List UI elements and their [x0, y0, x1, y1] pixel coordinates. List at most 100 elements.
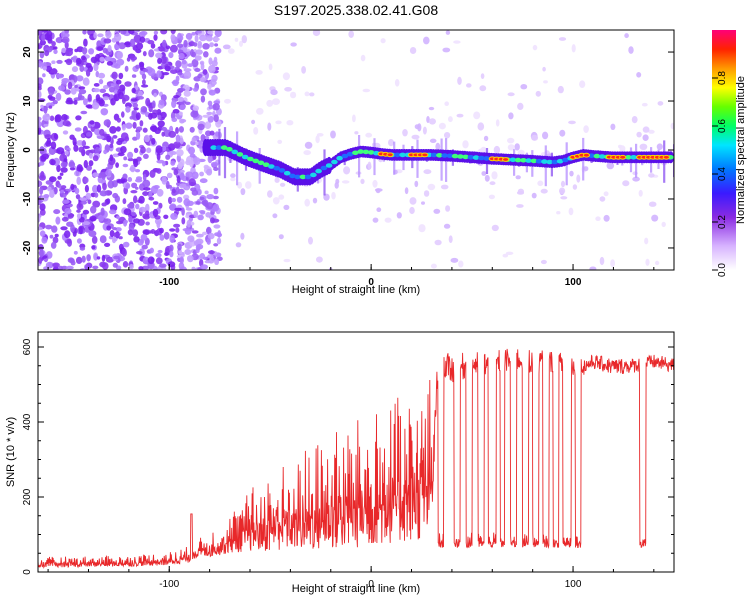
spectrogram-noise-point — [202, 256, 208, 260]
spectrogram-noise-point — [434, 239, 442, 246]
spectrogram-noise-point — [196, 243, 204, 250]
spectrogram-ridge-core — [625, 155, 632, 160]
spectrogram-noise-point — [191, 266, 196, 270]
spectrogram-noise-point — [81, 47, 88, 55]
spectrogram-noise-point — [82, 30, 87, 35]
spectrogram-noise-point — [70, 183, 75, 190]
spectrogram-noise-point — [39, 174, 46, 181]
spectrogram-noise-point — [64, 89, 71, 95]
spectrogram-ridge-core — [530, 158, 538, 164]
spectrogram-noise-point — [560, 196, 568, 200]
spectrogram-noise-point — [198, 140, 203, 147]
spectrogram-noise-point — [648, 173, 655, 178]
spectrogram-noise-point — [122, 163, 129, 168]
spectrogram-noise-point — [135, 112, 141, 120]
spectrogram-ridge-core — [325, 163, 333, 168]
spectrogram-noise-point — [98, 214, 104, 222]
spectrogram-noise-point — [122, 94, 130, 102]
spectrogram-ridge-core — [556, 158, 564, 164]
spectrogram-noise-point — [61, 47, 67, 53]
spectrogram-noise-point — [268, 63, 273, 71]
spectrogram-noise-point — [178, 249, 183, 255]
spectrogram-noise-point — [204, 121, 212, 129]
spectrogram-noise-point — [185, 171, 193, 178]
spectrogram-noise-point — [200, 62, 205, 71]
spectrogram-noise-point — [450, 257, 459, 263]
spectrogram-noise-point — [384, 217, 392, 223]
spectrogram-noise-point — [216, 232, 223, 238]
spectrogram-noise-point — [275, 120, 282, 125]
spectrogram-noise-point — [123, 156, 128, 161]
spectrogram-noise-point — [255, 107, 264, 115]
spectrogram-noise-point — [204, 260, 211, 264]
spectrogram-noise-point — [101, 254, 106, 262]
spectrogram-noise-point — [651, 214, 659, 222]
spectrogram-noise-point — [214, 66, 219, 71]
colorbar-tick-label: 0.0 — [717, 263, 728, 277]
spectrogram-noise-point — [41, 34, 46, 42]
spectrogram-noise-point — [82, 221, 91, 226]
spectrogram-ridge-core — [478, 155, 485, 161]
spectrogram-noise-point — [222, 44, 231, 50]
spectrogram-noise-point — [178, 52, 185, 60]
spectrogram-noise-point — [103, 38, 112, 44]
spectrogram-noise-point — [128, 215, 133, 223]
colorbar-tick-label: 0.2 — [717, 215, 728, 229]
spectrogram-noise-point — [179, 172, 185, 180]
spectrogram-noise-point — [120, 146, 127, 154]
spectrogram-noise-point — [207, 155, 213, 164]
spectrogram-noise-point — [177, 88, 186, 92]
spectrogram-noise-point — [118, 72, 124, 80]
spectrogram-noise-point — [100, 108, 109, 116]
spectrogram-ridge-core — [257, 160, 265, 166]
spectrogram-noise-point — [39, 230, 46, 237]
spectrogram-noise-point — [56, 73, 64, 79]
spectrogram-noise-point — [113, 255, 120, 260]
spectrogram-noise-point — [130, 55, 138, 61]
spectrogram-noise-point — [85, 192, 92, 200]
spectrogram-noise-point — [481, 171, 487, 176]
spectrogram-noise-point — [304, 91, 310, 97]
spectrogram-noise-point — [507, 137, 515, 144]
spectrogram-noise-point — [86, 254, 91, 262]
spectrogram-noise-point — [159, 227, 164, 234]
spectrogram-ridge-core — [446, 153, 454, 159]
spectrogram-noise-point — [76, 238, 82, 244]
spectrogram-noise-point — [125, 106, 131, 113]
spectrogram-noise-point — [48, 88, 55, 96]
spectrogram-noise-point — [444, 101, 450, 106]
spectrogram-noise-point — [58, 85, 66, 91]
spectrogram-noise-point — [79, 197, 87, 201]
spectrogram-noise-point — [205, 130, 212, 137]
spectrogram-noise-point — [158, 99, 165, 106]
spectrogram-noise-point — [619, 145, 626, 153]
spectrogram-noise-point — [636, 131, 642, 138]
spectrogram-noise-point — [92, 265, 99, 270]
spectrogram-noise-point — [212, 103, 220, 111]
spectrogram-noise-point — [142, 173, 147, 182]
spectrogram-noise-point — [589, 266, 597, 270]
spectrogram-noise-point — [140, 146, 146, 154]
spectrogram-noise-point — [47, 94, 53, 100]
spectrogram-noise-point — [642, 134, 649, 141]
spectrogram-noise-point — [181, 217, 186, 225]
spectrogram-ridge-core — [268, 164, 275, 169]
spectrogram-noise-point — [278, 234, 284, 240]
spectrogram-ridge-core — [304, 174, 312, 180]
spectrogram-noise-point — [376, 207, 382, 212]
spectrogram-noise-point — [108, 209, 117, 215]
spectrogram-noise-point — [142, 256, 150, 265]
spectrogram-noise-point — [122, 198, 127, 205]
spectrogram-noise-point — [131, 110, 138, 116]
spectrogram-noise-point — [316, 256, 323, 263]
spectrogram-noise-point — [85, 104, 93, 109]
snr-y-tick-label: 600 — [22, 338, 33, 355]
spectrogram-noise-point — [138, 195, 145, 204]
spectrogram-ridge-core — [535, 158, 543, 164]
spectrogram-noise-point — [253, 126, 259, 135]
spectrogram-noise-point — [96, 46, 104, 51]
spectrogram-noise-point — [123, 219, 128, 227]
spectrogram-noise-point — [65, 99, 73, 105]
spectrogram-noise-point — [173, 95, 180, 99]
spectrogram-noise-point — [153, 92, 157, 98]
